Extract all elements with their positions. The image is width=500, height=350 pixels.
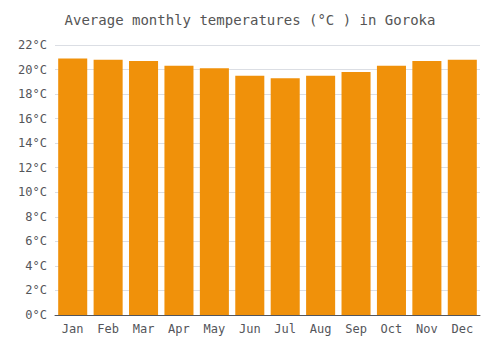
svg-text:Jun: Jun <box>239 322 261 336</box>
svg-text:14°C: 14°C <box>18 136 47 150</box>
svg-text:6°C: 6°C <box>25 234 47 248</box>
svg-text:4°C: 4°C <box>25 259 47 273</box>
svg-text:20°C: 20°C <box>18 63 47 77</box>
svg-text:8°C: 8°C <box>25 210 47 224</box>
svg-text:Aug: Aug <box>310 322 332 336</box>
svg-text:Sep: Sep <box>345 322 367 336</box>
svg-text:Dec: Dec <box>451 322 473 336</box>
svg-text:Feb: Feb <box>97 322 119 336</box>
svg-text:22°C: 22°C <box>18 38 47 52</box>
svg-text:Apr: Apr <box>168 322 190 336</box>
svg-text:16°C: 16°C <box>18 112 47 126</box>
svg-text:2°C: 2°C <box>25 283 47 297</box>
svg-text:18°C: 18°C <box>18 87 47 101</box>
svg-text:Jul: Jul <box>274 322 296 336</box>
svg-text:Nov: Nov <box>416 322 438 336</box>
svg-text:Mar: Mar <box>133 322 155 336</box>
svg-text:Oct: Oct <box>381 322 403 336</box>
svg-text:12°C: 12°C <box>18 161 47 175</box>
svg-text:Jan: Jan <box>62 322 84 336</box>
svg-text:10°C: 10°C <box>18 185 47 199</box>
svg-text:0°C: 0°C <box>25 308 47 322</box>
svg-text:Average monthly temperatures (: Average monthly temperatures (°C ) in Go… <box>65 12 436 28</box>
svg-text:May: May <box>204 322 226 336</box>
